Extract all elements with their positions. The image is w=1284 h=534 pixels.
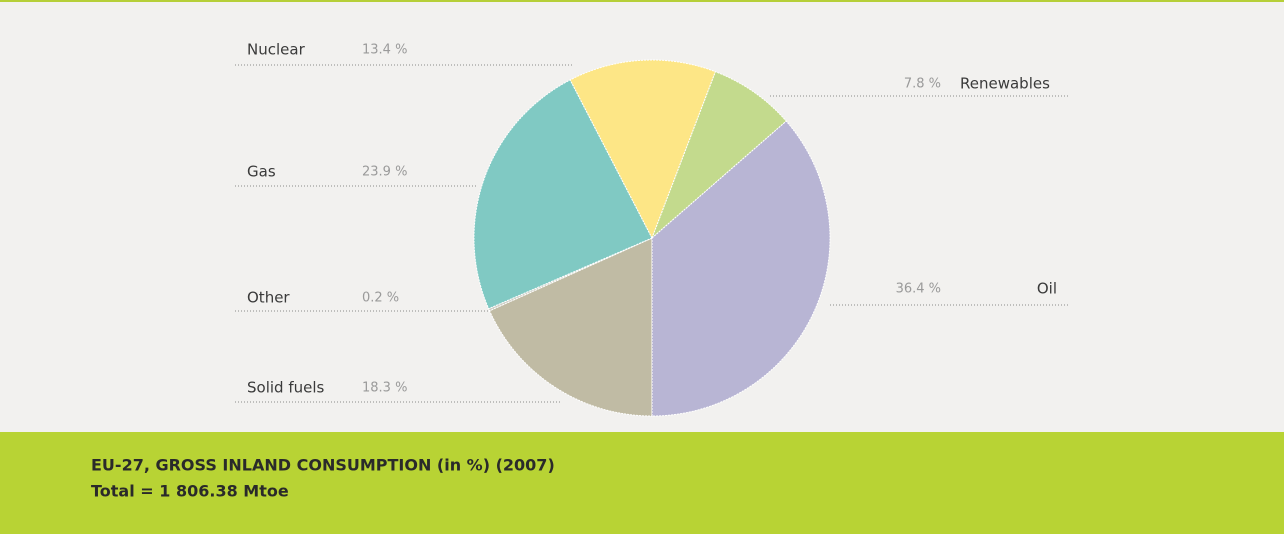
- legend-label: Oil: [1037, 280, 1057, 298]
- pie-slice: [651, 120, 831, 417]
- legend-label: Renewables: [960, 75, 1050, 93]
- chart-title: EU-27, GROSS INLAND CONSUMPTION (in %) (…: [91, 456, 555, 475]
- pie-slice: [569, 59, 717, 240]
- data-label: 18.3 %: [362, 381, 407, 396]
- top-rule: [0, 0, 1284, 2]
- footer-band: [0, 432, 1284, 534]
- legend-label: Nuclear: [247, 41, 306, 59]
- pie-slice: [488, 237, 653, 417]
- data-label: 36.4 %: [896, 282, 941, 297]
- data-label: 0.2 %: [362, 291, 399, 306]
- data-label: 13.4 %: [362, 43, 407, 58]
- legend-label: Other: [247, 289, 290, 307]
- pie-slice: [473, 79, 653, 310]
- data-label: 23.9 %: [362, 165, 407, 180]
- chart-subtitle: Total = 1 806.38 Mtoe: [91, 482, 289, 501]
- data-label: 7.8 %: [904, 77, 941, 92]
- legend-label: Gas: [247, 163, 276, 181]
- legend-label: Solid fuels: [247, 379, 325, 397]
